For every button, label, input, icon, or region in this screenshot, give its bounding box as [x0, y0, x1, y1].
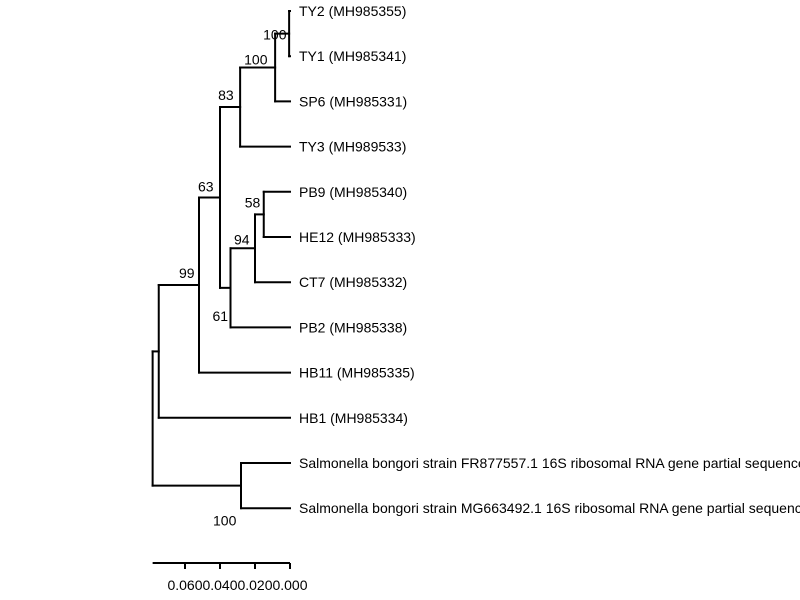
support-value-n_PB9_CT7: 94	[234, 231, 250, 247]
support-value-n_sb: 100	[213, 513, 237, 529]
leaf-label-TY2: TY2 (MH985355)	[299, 3, 406, 19]
leaf-label-CT7: CT7 (MH985332)	[299, 274, 407, 290]
support-value-n_PB9_HE12: 58	[245, 194, 261, 210]
support-value-n_63: 63	[198, 178, 214, 194]
leaf-label-HB1: HB1 (MH985334)	[299, 410, 408, 426]
leaf-label-SB1: Salmonella bongori strain FR877557.1 16S…	[299, 455, 800, 471]
leaf-label-HB11: HB11 (MH985335)	[299, 365, 415, 381]
support-value-n_TY2_SP6: 100	[244, 52, 268, 68]
support-value-n_TY_top: 83	[218, 87, 234, 103]
leaf-label-TY1: TY1 (MH985341)	[299, 48, 406, 64]
leaf-label-PB9: PB9 (MH985340)	[299, 184, 407, 200]
leaf-label-SP6: SP6 (MH985331)	[299, 93, 407, 109]
support-value-n_PB9_PB2: 61	[213, 308, 229, 324]
scale-tick-label: 0.020	[237, 577, 272, 593]
leaf-label-HE12: HE12 (MH985333)	[299, 229, 416, 245]
scale-tick-label: 0.060	[167, 577, 202, 593]
support-value-n_TY2_TY1: 100	[263, 27, 287, 43]
leaf-label-TY3: TY3 (MH989533)	[299, 139, 406, 155]
leaf-label-PB2: PB2 (MH985338)	[299, 319, 407, 335]
scale-tick-label: 0.000	[272, 577, 307, 593]
scale-tick-label: 0.040	[202, 577, 237, 593]
support-value-n_99: 99	[179, 265, 195, 281]
leaf-label-SB2: Salmonella bongori strain MG663492.1 16S…	[299, 500, 800, 516]
